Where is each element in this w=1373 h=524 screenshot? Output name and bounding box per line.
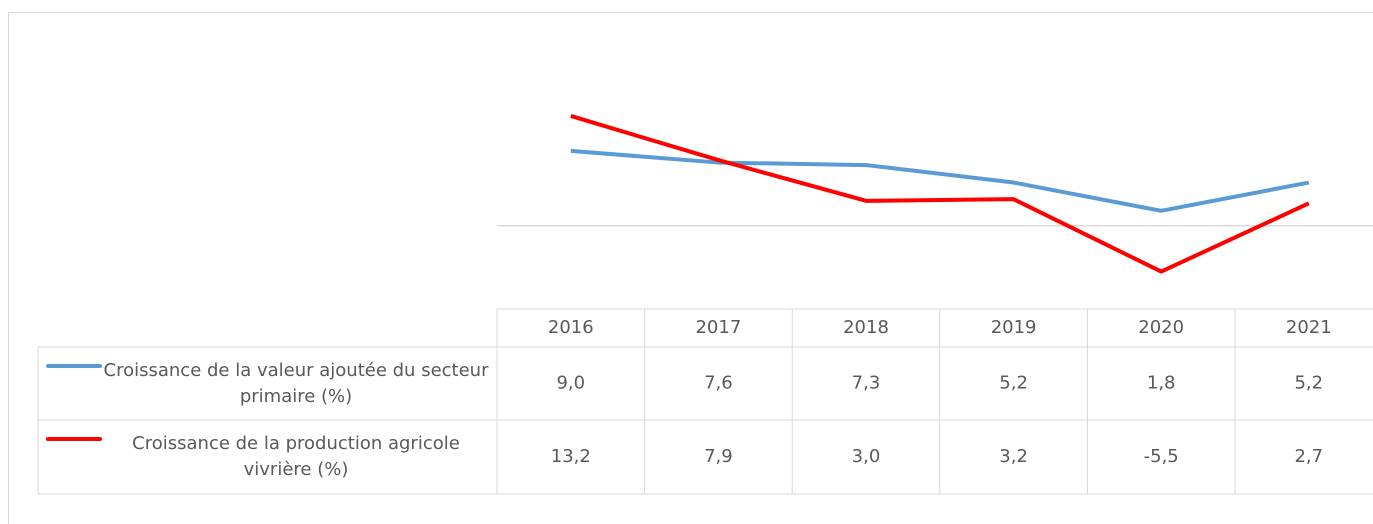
data-label: 7,3 [852,373,881,394]
data-label: 7,6 [704,373,733,394]
x-tick-label: 2018 [843,317,889,338]
data-label: 5,2 [999,373,1028,394]
legend-label-box: Croissance de la production agricole viv… [132,433,460,480]
data-label: 3,0 [852,446,881,467]
legend-label-box: Croissance de la valeur ajoutée du secte… [103,359,489,407]
series-line [570,114,1310,274]
x-tick-label: 2017 [695,317,741,338]
chart-border [8,12,1373,524]
legend-label: Croissance de la production agricole viv… [132,433,460,480]
data-label: 3,2 [999,446,1028,467]
data-label: 13,2 [551,446,591,467]
data-label: 9,0 [556,373,585,394]
x-tick-label: 2016 [548,317,594,338]
data-label: 7,9 [704,446,733,467]
x-tick-label: 2021 [1286,317,1332,338]
legend-label: Croissance de la valeur ajoutée du secte… [103,359,489,407]
series-line [570,148,1310,213]
data-label: 5,2 [1294,373,1323,394]
data-label: 2,7 [1294,446,1323,467]
data-label: -5,5 [1144,446,1179,467]
data-label: 1,8 [1147,373,1176,394]
x-tick-label: 2020 [1138,317,1184,338]
x-tick-label: 2019 [991,317,1037,338]
